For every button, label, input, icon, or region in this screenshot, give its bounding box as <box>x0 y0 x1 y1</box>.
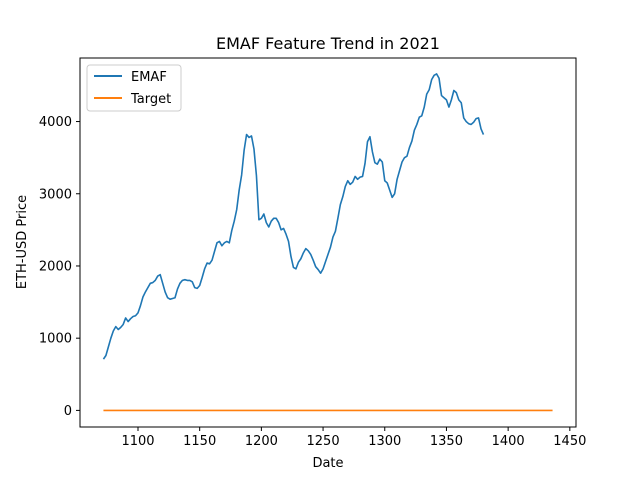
y-axis: 0 1000 2000 3000 4000 <box>39 115 80 419</box>
y-tick-label: 2000 <box>39 259 72 274</box>
x-tick-label: 1300 <box>368 434 401 449</box>
plot-frame <box>79 57 577 428</box>
x-axis: 1100 1150 1200 1250 1300 1350 1400 1450 <box>121 427 586 449</box>
x-tick-label: 1450 <box>553 434 586 449</box>
y-tick-label: 3000 <box>39 187 72 202</box>
x-tick-label: 1150 <box>183 434 216 449</box>
y-axis-label: ETH-USD Price <box>15 195 30 289</box>
x-tick-label: 1350 <box>430 434 463 449</box>
x-tick-label: 1400 <box>492 434 525 449</box>
y-tick-label: 4000 <box>39 115 72 130</box>
legend-label-emaf: EMAF <box>131 70 167 85</box>
x-tick-label: 1250 <box>307 434 340 449</box>
y-tick-label: 1000 <box>39 332 72 347</box>
x-axis-label: Date <box>312 456 343 471</box>
legend-label-target: Target <box>130 92 171 107</box>
x-tick-label: 1200 <box>245 434 278 449</box>
legend: EMAF Target <box>86 64 182 112</box>
plot-area <box>102 73 553 412</box>
series-line-emaf <box>102 73 485 360</box>
y-tick-label: 0 <box>64 404 72 419</box>
x-tick-label: 1100 <box>121 434 154 449</box>
chart-title: EMAF Feature Trend in 2021 <box>216 34 440 53</box>
